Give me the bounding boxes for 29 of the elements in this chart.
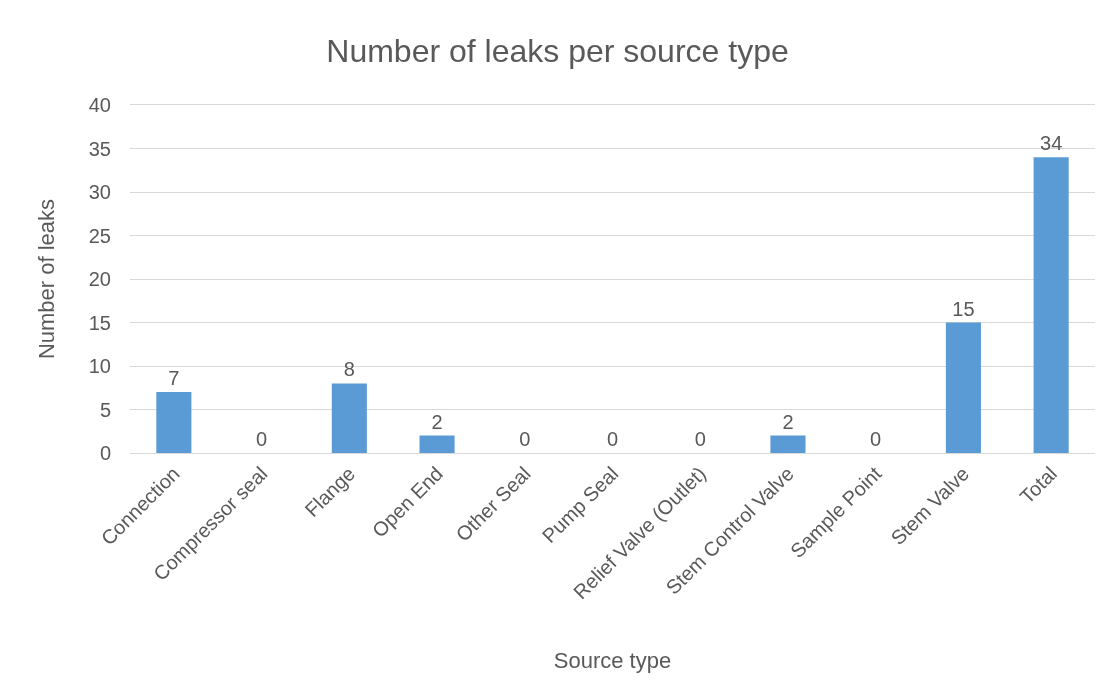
data-label: 15: [952, 297, 975, 320]
bar: [945, 322, 981, 453]
chart-title: Number of leaks per source type: [326, 33, 789, 70]
bar: [770, 435, 806, 453]
y-tick-label: 5: [99, 398, 111, 421]
bar: [156, 392, 192, 453]
data-label: 2: [782, 410, 794, 433]
data-label: 2: [431, 410, 443, 433]
y-tick-label: 15: [88, 311, 111, 334]
data-label: 0: [870, 428, 882, 450]
bar: [1033, 157, 1069, 453]
data-label: 8: [343, 358, 355, 381]
data-label: 0: [606, 428, 619, 450]
bar: [331, 383, 367, 453]
y-tick-label: 40: [88, 94, 111, 116]
y-tick-label: 25: [88, 224, 111, 247]
y-axis-title: Number of leaks: [33, 198, 59, 360]
bar: [419, 435, 455, 453]
y-tick-label: 10: [88, 355, 111, 377]
data-label: 34: [1040, 132, 1063, 155]
x-axis-title: Source type: [553, 648, 672, 674]
data-label: 0: [694, 428, 706, 450]
y-tick-label: 20: [88, 268, 111, 290]
y-tick-label: 30: [88, 181, 111, 203]
y-tick-label: 35: [88, 137, 111, 160]
y-tick-label: 0: [99, 442, 111, 464]
data-label: 0: [519, 428, 531, 450]
data-label: 7: [168, 367, 180, 390]
data-label: 0: [256, 428, 268, 450]
